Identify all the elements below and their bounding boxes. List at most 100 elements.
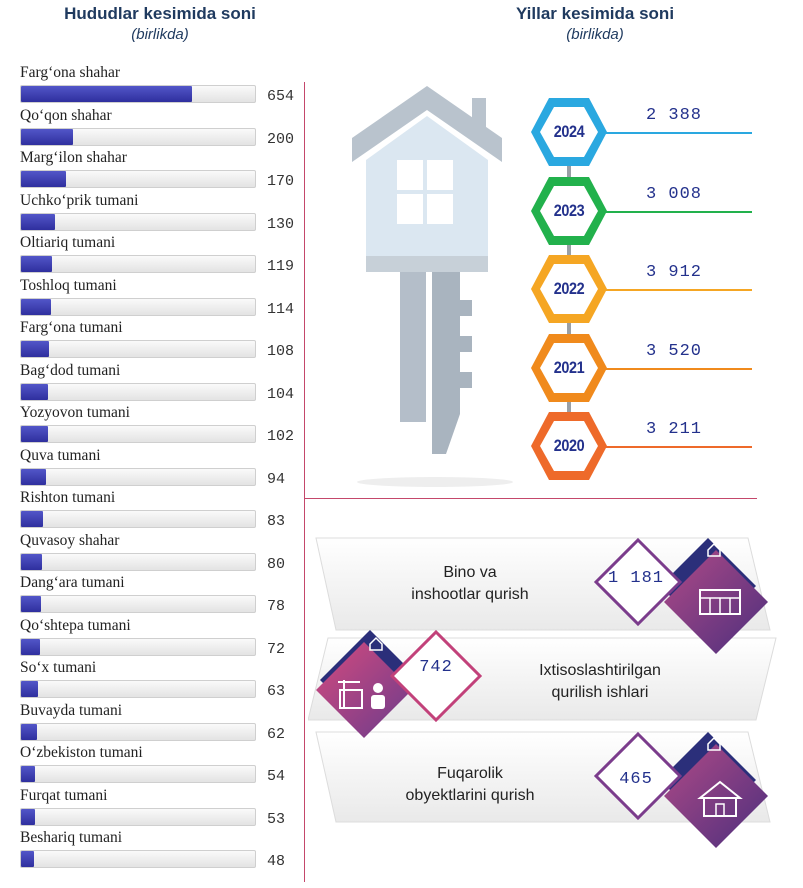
bar bbox=[21, 341, 50, 357]
bar bbox=[21, 511, 43, 527]
year-line bbox=[600, 210, 752, 213]
bar-label: Rishton tumani bbox=[20, 489, 116, 506]
bar-label: Qo‘qon shahar bbox=[20, 106, 112, 124]
bar bbox=[21, 256, 53, 272]
year-value: 3 008 bbox=[646, 184, 703, 204]
bar-label: Uchko‘prik tumani bbox=[20, 191, 139, 209]
years-subtitle: (birlikda) bbox=[566, 26, 624, 43]
bar-track bbox=[20, 850, 256, 868]
bar-label: Toshloq tumani bbox=[20, 276, 117, 294]
year-value: 3 520 bbox=[646, 341, 703, 361]
bar-track bbox=[20, 765, 256, 783]
bar-track bbox=[20, 722, 256, 741]
bar-value: 78 bbox=[267, 598, 286, 615]
category-1-line2: inshootlar qurish bbox=[411, 586, 529, 603]
category-2-line1: Ixtisoslashtirilgan bbox=[539, 662, 661, 679]
category-1-value: 1 181 bbox=[607, 569, 664, 588]
bar-label: Bag‘dod tumani bbox=[20, 361, 121, 379]
bar-track bbox=[20, 467, 256, 486]
category-2-label: Ixtisoslashtirilgan qurilish ishlari bbox=[500, 660, 700, 704]
bar-track bbox=[20, 637, 256, 656]
horizontal-divider bbox=[305, 498, 757, 499]
bar-value: 119 bbox=[267, 258, 295, 275]
bar-track bbox=[20, 85, 256, 103]
bar bbox=[21, 383, 49, 400]
bar-label: Dang‘ara tumani bbox=[20, 574, 125, 591]
category-3-label: Fuqarolik obyektlarini qurish bbox=[380, 763, 560, 807]
bar bbox=[21, 638, 40, 655]
bar-value: 654 bbox=[267, 88, 295, 105]
years-title: Yillar kesimida soni bbox=[515, 4, 675, 23]
bar-value: 102 bbox=[267, 428, 295, 445]
bar-value: 62 bbox=[267, 725, 286, 743]
bar-label: Marg‘ilon shahar bbox=[20, 149, 127, 166]
building-icon bbox=[660, 538, 768, 654]
year-hexagon: 2021 bbox=[529, 332, 609, 404]
year-hexagon: 2020 bbox=[529, 410, 609, 482]
bar bbox=[21, 766, 36, 782]
bar-row: Uchko‘prik tumani 130 bbox=[20, 192, 310, 234]
bar bbox=[21, 298, 51, 315]
bar-row: Beshariq tumani 48 bbox=[20, 829, 310, 871]
hexagon-icon bbox=[531, 255, 607, 323]
bar-row: Qo‘shtepa tumani 72 bbox=[20, 617, 310, 659]
year-hexagon: 2024 bbox=[529, 96, 609, 168]
category-1-label: Bino va inshootlar qurish bbox=[380, 562, 560, 606]
vertical-divider bbox=[304, 82, 305, 882]
bar-value: 114 bbox=[267, 300, 295, 318]
construction-worker-icon bbox=[316, 630, 420, 738]
year-label: 2020 bbox=[553, 436, 585, 455]
bar-row: Qo‘qon shahar 200 bbox=[20, 107, 310, 149]
bar-label: O‘zbekiston tumani bbox=[20, 744, 143, 761]
bar-track bbox=[20, 255, 256, 273]
bar-value: 104 bbox=[267, 385, 295, 403]
bar-value: 48 bbox=[267, 853, 286, 870]
bar-value: 94 bbox=[267, 470, 286, 488]
bar-value: 63 bbox=[267, 683, 286, 700]
bar-row: Yozyovon tumani 102 bbox=[20, 404, 310, 446]
bar-label: Furqat tumani bbox=[20, 786, 108, 804]
bar bbox=[21, 553, 42, 570]
bar-track bbox=[20, 127, 256, 146]
bar-value: 130 bbox=[267, 215, 295, 233]
bar-value: 108 bbox=[267, 343, 295, 360]
bar-track bbox=[20, 170, 256, 188]
bar-label: Quva tumani bbox=[20, 446, 101, 464]
category-1-line1: Bino va bbox=[443, 564, 497, 581]
bar-track bbox=[20, 807, 256, 826]
bar-track bbox=[20, 425, 256, 443]
bar-row: Marg‘ilon shahar 170 bbox=[20, 149, 310, 191]
bar-track bbox=[20, 340, 256, 358]
category-3-line2: obyektlarini qurish bbox=[405, 787, 535, 804]
bar-value: 72 bbox=[267, 640, 286, 658]
bar-row: Farg‘ona shahar 654 bbox=[20, 64, 310, 106]
bar-track bbox=[20, 680, 256, 698]
category-2-value: 742 bbox=[419, 658, 453, 677]
year-value: 2 388 bbox=[646, 106, 703, 125]
bar-value: 53 bbox=[267, 810, 286, 828]
hexagon-icon bbox=[531, 412, 607, 480]
bar-label: Beshariq tumani bbox=[20, 829, 123, 846]
bar-label: So‘x tumani bbox=[20, 659, 97, 676]
year-label: 2023 bbox=[553, 200, 585, 220]
hexagon-icon bbox=[531, 176, 607, 245]
bar bbox=[21, 128, 74, 145]
bar-value: 200 bbox=[267, 130, 295, 148]
bar-row: Quva tumani 94 bbox=[20, 447, 310, 489]
bar-row: O‘zbekiston tumani 54 bbox=[20, 744, 310, 786]
house-key-icon bbox=[352, 86, 513, 487]
bar-row: Buvayda tumani 62 bbox=[20, 702, 310, 744]
bar bbox=[21, 213, 56, 230]
bar bbox=[21, 86, 193, 102]
regions-title: Hududlar kesimida soni bbox=[64, 4, 256, 23]
bar bbox=[21, 468, 46, 485]
year-value: 3 912 bbox=[646, 263, 703, 282]
bar bbox=[21, 723, 38, 740]
bar bbox=[21, 596, 42, 612]
category-3-line1: Fuqarolik bbox=[437, 765, 503, 782]
bar-row: Toshloq tumani 114 bbox=[20, 277, 310, 319]
category-banners bbox=[308, 537, 777, 848]
hexagon-icon bbox=[531, 333, 607, 402]
bar bbox=[21, 681, 38, 697]
bar-row: Oltiariq tumani 119 bbox=[20, 234, 310, 276]
